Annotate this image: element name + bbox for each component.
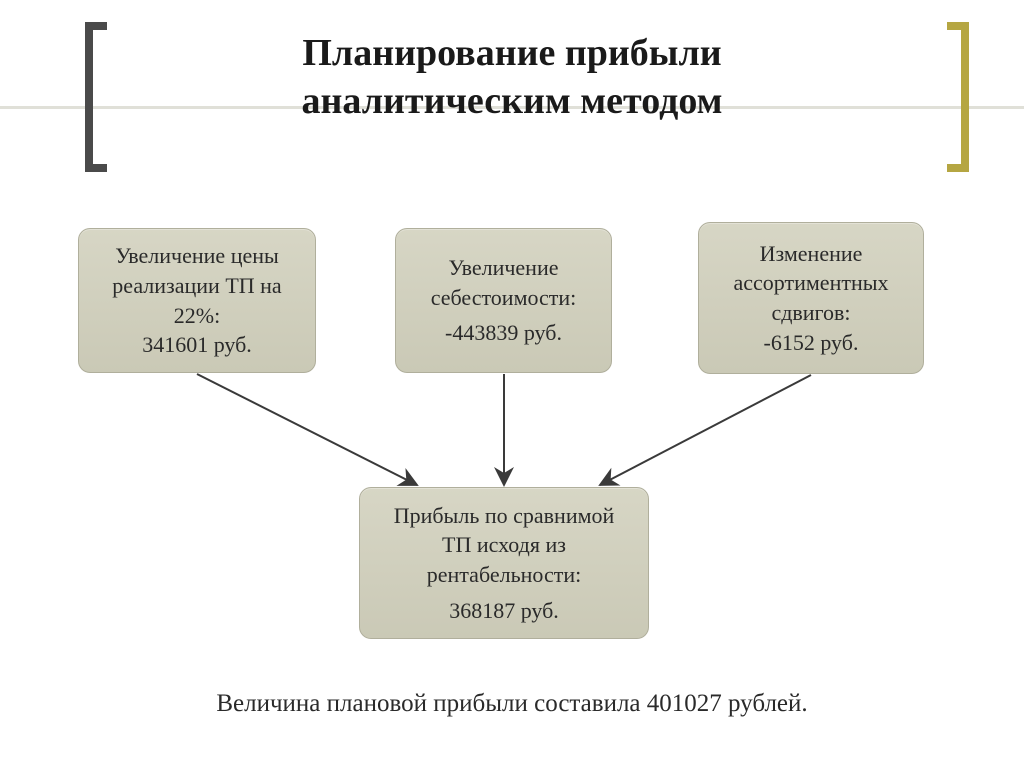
node-text: рентабельности: [427,560,581,590]
node-price-increase: Увеличение цены реализации ТП на 22%: 34… [78,228,316,373]
node-assortment-change: Изменение ассортиментных сдвигов: -6152 … [698,222,924,374]
node-text: Прибыль по сравнимой [394,501,615,531]
node-text: сдвигов: [771,298,850,328]
node-text: Увеличение цены [115,241,279,271]
node-text: Изменение [760,239,863,269]
node-cost-increase: Увеличение себестоимости: -443839 руб. [395,228,612,373]
node-text: -443839 руб. [445,318,562,348]
node-text: 341601 руб. [142,330,252,360]
node-text: ТП исходя из [442,530,566,560]
node-text: 22%: [174,301,220,331]
node-text: себестоимости: [431,283,577,313]
edge-price-profit [197,374,417,485]
node-text: 368187 руб. [449,596,559,626]
edge-assort-profit [600,375,811,485]
title-line2: аналитическим методом [301,80,722,122]
node-profit: Прибыль по сравнимой ТП исходя из рентаб… [359,487,649,639]
node-text: Увеличение [448,253,558,283]
title-line1: Планирование прибыли [302,32,721,74]
node-text: -6152 руб. [764,328,859,358]
node-text: реализации ТП на [112,271,281,301]
footer-text: Величина плановой прибыли составила 4010… [0,690,1024,718]
page-title: Планирование прибыли аналитическим метод… [0,30,1024,125]
node-text: ассортиментных [733,268,888,298]
